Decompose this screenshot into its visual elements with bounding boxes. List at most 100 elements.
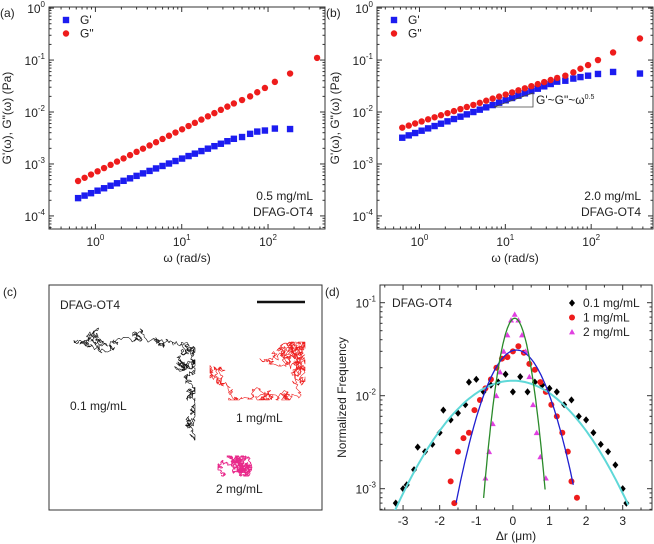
tick-exponent: -3: [366, 156, 374, 165]
tick-exponent: 1: [510, 233, 515, 242]
legend-label: G": [80, 27, 94, 41]
tick-base: 10: [353, 210, 367, 224]
data-point: [198, 116, 205, 123]
tick-base: 10: [355, 2, 369, 16]
data-point: [230, 100, 238, 107]
annotation-text: 0.5 mg/mL: [256, 189, 313, 203]
tick-base: 10: [353, 54, 367, 68]
data-point: [609, 49, 617, 56]
tick-base: 10: [25, 158, 39, 172]
data-point: [515, 87, 522, 94]
tick-exponent: -1: [366, 52, 374, 61]
data-point: [483, 104, 490, 111]
data-point: [483, 97, 490, 104]
data-point: [454, 448, 461, 455]
data-point: [619, 485, 626, 493]
y-tick-label: 10-2: [25, 104, 46, 120]
data-point: [541, 78, 548, 86]
data-point: [271, 125, 279, 132]
data-point: [460, 435, 467, 442]
data-point: [178, 126, 186, 133]
data-point: [411, 466, 418, 474]
data-point: [444, 118, 451, 125]
legend-marker: [569, 314, 575, 321]
tick-exponent: 2: [272, 233, 277, 242]
data-point: [94, 168, 101, 175]
data-point: [120, 155, 127, 162]
data-point: [405, 132, 412, 139]
y-tick-label: 10-3: [25, 156, 46, 172]
traj-label-2: 2 mg/mL: [216, 482, 263, 496]
data-point: [286, 70, 294, 77]
data-point: [577, 65, 584, 72]
tick-exponent: -4: [38, 208, 46, 217]
data-point: [120, 177, 127, 185]
data-point: [238, 96, 246, 104]
gaussian-fit-line: [482, 317, 546, 498]
data-point: [594, 56, 602, 64]
x-tick-label: 1: [546, 514, 553, 528]
tick-base: 10: [25, 106, 39, 120]
tick-exponent: 0: [41, 0, 46, 9]
x-axis-label: ω (rad/s): [491, 251, 538, 265]
data-point: [399, 134, 406, 141]
data-point: [605, 448, 612, 456]
data-point: [497, 368, 504, 375]
y-axis-label: G'(ω), G"(ω) (Pa): [328, 72, 342, 165]
data-point: [470, 101, 477, 109]
data-point: [450, 107, 458, 115]
tick-base: 10: [411, 235, 425, 249]
tick-exponent: 0: [100, 233, 105, 242]
data-point: [495, 93, 503, 100]
data-point: [519, 331, 526, 338]
data-point: [547, 76, 554, 84]
data-point: [502, 97, 509, 104]
y-axis-label: G'(ω), G"(ω) (Pa): [0, 72, 14, 165]
data-point: [473, 375, 480, 383]
legend-marker: [62, 16, 70, 24]
data-point: [246, 130, 254, 138]
data-point: [554, 78, 561, 85]
data-point: [480, 388, 487, 396]
data-point: [440, 406, 447, 414]
data-point: [204, 145, 212, 152]
data-point: [470, 108, 477, 116]
traj-label-1: 1 mg/mL: [236, 411, 283, 425]
tick-exponent: -2: [38, 104, 46, 113]
data-point: [534, 80, 542, 88]
data-point: [94, 187, 101, 194]
data-point: [152, 165, 160, 172]
y-tick-label: 10-3: [356, 481, 377, 497]
data-point: [447, 478, 454, 485]
trajectory-1-mg-ml: [209, 341, 306, 401]
y-tick-label: 10-1: [25, 52, 46, 68]
gaussian-fit-line: [394, 379, 630, 510]
x-tick-label: -1: [471, 514, 482, 528]
legend-marker: [569, 299, 575, 307]
legend-marker: [390, 16, 398, 24]
data-point: [198, 147, 205, 155]
tick-exponent: 1: [186, 233, 191, 242]
data-point: [489, 95, 496, 102]
legend-label: 2 mg/mL: [583, 325, 630, 339]
x-tick-label: 3: [619, 514, 626, 528]
slope-label: G'~G"~ω0.5: [536, 93, 594, 107]
data-point: [495, 99, 503, 106]
data-point: [562, 77, 569, 84]
data-point: [517, 373, 524, 381]
x-tick-label: 100: [411, 233, 429, 249]
data-point: [554, 74, 561, 82]
data-point: [246, 93, 254, 100]
data-point: [590, 429, 597, 437]
data-point: [81, 174, 88, 181]
data-point: [465, 429, 472, 436]
panel-c-title: DFAG-OT4: [60, 298, 120, 312]
legend-label: 0.1 mg/mL: [583, 296, 640, 310]
data-point: [113, 158, 121, 165]
data-point: [471, 407, 478, 414]
data-point: [100, 185, 108, 192]
data-point: [583, 416, 590, 424]
data-point: [107, 182, 114, 189]
plot-frame: [379, 284, 653, 511]
